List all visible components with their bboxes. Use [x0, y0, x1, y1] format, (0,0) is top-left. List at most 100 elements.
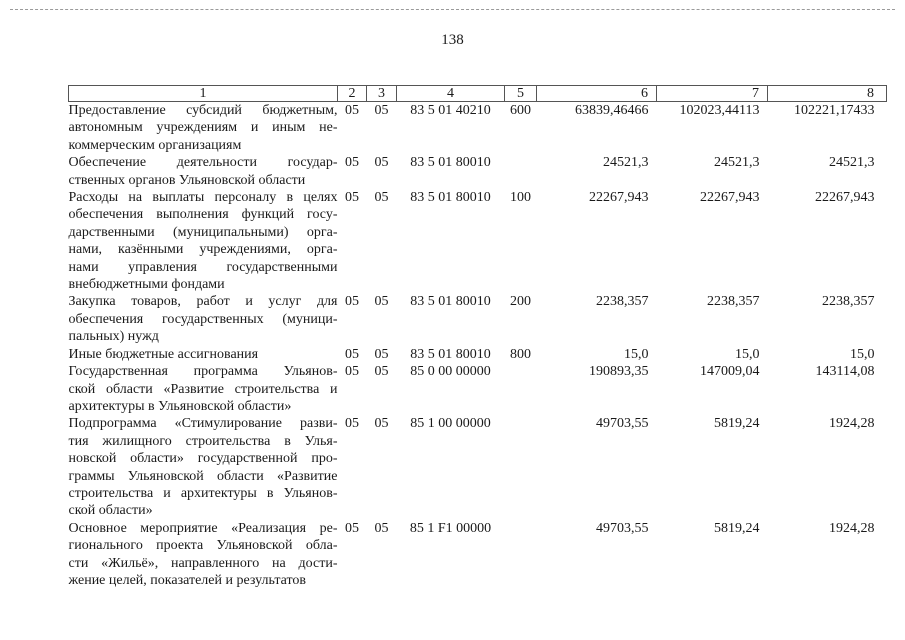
cell-c5	[505, 415, 537, 519]
description-line: коммерческим организациям	[68, 137, 242, 153]
cell-c7: 147009,04	[700, 364, 760, 380]
cell-c5: 800	[510, 346, 531, 362]
table-row: Подпрограмма «Стимулирование разви-тия ж…	[69, 415, 887, 519]
description-line: внебюджетными фондами	[68, 277, 225, 293]
description-line: новской области» государственной про-	[68, 451, 338, 467]
description-line: Основное мероприятие «Реализация ре-	[68, 520, 338, 536]
cell-c7: 5819,24	[714, 416, 760, 432]
cell-c6: 49703,55	[596, 416, 649, 432]
cell-c5	[505, 154, 537, 189]
description-line: Закупка товаров, работ и услуг для	[68, 294, 338, 310]
column-header-3: 3	[366, 85, 397, 102]
description-line: тия жилищного строительства в Улья-	[68, 433, 338, 449]
cell-c5	[505, 520, 537, 590]
column-header-5: 5	[504, 85, 537, 102]
row-description: Закупка товаров, работ и услуг для обеспе…	[69, 293, 338, 345]
cell-c7: 5819,24	[714, 520, 760, 536]
column-header-2: 2	[337, 85, 367, 102]
cell-c7: 15,0	[735, 346, 760, 362]
description-line: Расходы на выплаты персоналу в целях	[68, 190, 338, 206]
cell-c2: 05	[345, 103, 359, 118]
column-header-1: 1	[68, 85, 338, 102]
description-line: строительства и архитектуры в Ульянов-	[68, 485, 338, 501]
cell-c2: 05	[345, 346, 359, 362]
cell-c6: 49703,55	[596, 520, 649, 536]
cell-c8: 15,0	[850, 346, 875, 362]
column-header-4: 4	[396, 85, 505, 102]
table-row: Закупка товаров, работ и услуг для обеспе…	[69, 293, 887, 345]
table-row: Расходы на выплаты персоналу в целях обес…	[69, 189, 887, 293]
cell-c3: 05	[374, 190, 389, 206]
description-line: ской области»	[68, 503, 153, 519]
cell-c3: 05	[374, 520, 389, 536]
description-line: нами управления государственными	[68, 259, 338, 275]
cell-c4: 83 5 01 80010	[410, 294, 491, 310]
cell-c5	[505, 363, 537, 415]
description-line: обеспечения государственных (муници-	[68, 311, 338, 327]
table-row: Обеспечение деятельности государ-ственны…	[69, 154, 887, 189]
cell-c4: 85 0 00 00000	[410, 364, 491, 380]
description-line: гионального проекта Ульяновской обла-	[68, 538, 338, 554]
column-header-6: 6	[536, 85, 657, 102]
row-description: Иные бюджетные ассигнования	[69, 346, 338, 363]
table-row: Иные бюджетные ассигнования 05 05 83 5 01 8…	[69, 346, 887, 363]
cell-c3: 05	[374, 346, 389, 362]
cell-c6: 22267,943	[589, 190, 649, 206]
description-line: сти «Жильё», направленного на дости-	[68, 555, 338, 571]
cell-c4: 83 5 01 80010	[410, 346, 491, 362]
description-line: граммы Ульяновской области «Развитие	[68, 468, 338, 484]
cell-c5: 600	[510, 103, 531, 118]
cell-c8: 24521,3	[829, 155, 875, 171]
cell-c2: 05	[345, 155, 359, 171]
description-line: Иные бюджетные ассигнования	[68, 346, 259, 362]
cell-c6: 190893,35	[589, 364, 649, 380]
row-description: Подпрограмма «Стимулирование разви-тия ж…	[69, 415, 338, 519]
description-line: Государственная программа Ульянов-	[68, 364, 338, 380]
cell-c2: 05	[345, 520, 359, 536]
description-line: жение целей, показателей и результатов	[68, 572, 307, 588]
cell-c7: 24521,3	[714, 155, 760, 171]
cell-c8: 1924,28	[829, 520, 875, 536]
cell-c7: 102023,44113	[679, 103, 760, 118]
description-line: ственных органов Ульяновской области	[68, 172, 306, 188]
page-number: 138	[441, 32, 464, 48]
cell-c2: 05	[345, 294, 359, 310]
cell-c2: 05	[345, 416, 359, 432]
cell-c8: 102221,17433	[794, 103, 875, 118]
description-line: Подпрограмма «Стимулирование разви-	[68, 416, 338, 432]
description-line: Предоставление субсидий бюджетным,	[68, 103, 338, 118]
row-description: Предоставление субсидий бюджетным, автоно…	[69, 102, 338, 155]
cell-c8: 2238,357	[822, 294, 875, 310]
description-line: дарственными (муниципальными) орга-	[68, 224, 338, 240]
table-row: Предоставление субсидий бюджетным, автоно…	[69, 102, 887, 155]
description-line: ской области «Развитие строительства и	[68, 381, 338, 397]
cell-c6: 24521,3	[603, 155, 649, 171]
column-header-7: 7	[656, 85, 768, 102]
description-line: автономным учреждениям и иным не-	[68, 120, 338, 136]
cell-c3: 05	[374, 294, 389, 310]
row-description: Государственная программа Ульянов-ской о…	[69, 363, 338, 415]
cell-c5: 200	[510, 294, 531, 310]
cell-c6: 15,0	[624, 346, 649, 362]
column-header-8: 8	[767, 85, 887, 102]
scan-top-border	[10, 9, 895, 10]
description-line: Обеспечение деятельности государ-	[68, 155, 338, 171]
cell-c2: 05	[345, 364, 359, 380]
cell-c6: 63839,46466	[575, 103, 649, 118]
cell-c4: 85 1 00 00000	[410, 416, 491, 432]
cell-c4: 83 5 01 80010	[410, 155, 491, 171]
cell-c3: 05	[374, 416, 389, 432]
cell-c7: 22267,943	[700, 190, 760, 206]
cell-c6: 2238,357	[596, 294, 649, 310]
cell-c3: 05	[374, 103, 389, 118]
row-description: Расходы на выплаты персоналу в целях обес…	[69, 189, 338, 293]
cell-c4: 83 5 01 40210	[410, 103, 491, 118]
cell-c3: 05	[374, 155, 389, 171]
cell-c3: 05	[374, 364, 389, 380]
description-line: пальных) нужд	[68, 329, 159, 345]
cell-c8: 1924,28	[829, 416, 875, 432]
table-row: Государственная программа Ульянов-ской о…	[69, 363, 887, 415]
